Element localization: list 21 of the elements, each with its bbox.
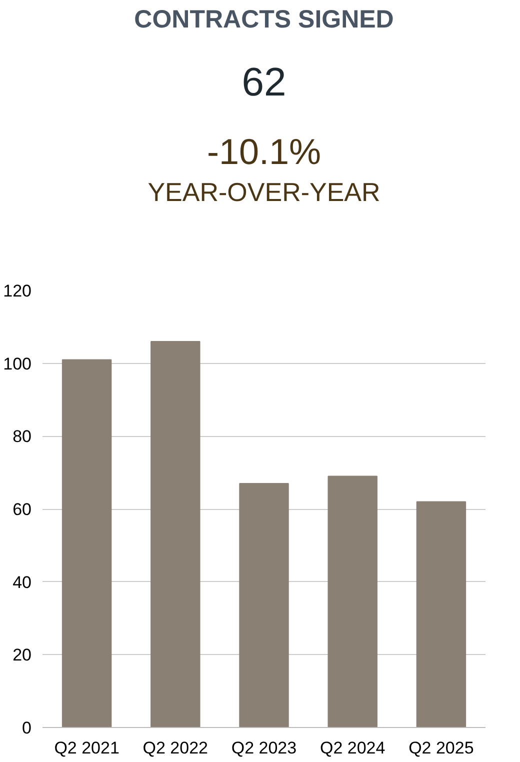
- bar: [328, 476, 378, 728]
- text: -10.1%: [206, 131, 322, 172]
- text: YEAR-OVER-YEAR: [148, 177, 380, 208]
- bar: [239, 483, 289, 728]
- y-tick-label: 40: [12, 572, 32, 592]
- x-tick-label: Q2 2022: [142, 738, 208, 758]
- x-tick-label: Q2 2025: [408, 738, 474, 758]
- bar: [416, 501, 466, 728]
- y-tick-label: 20: [12, 646, 32, 665]
- y-tick-label: 0: [22, 718, 32, 738]
- y-tick-label: 120: [3, 282, 32, 300]
- text: 62: [242, 60, 286, 104]
- bar: [150, 340, 200, 728]
- x-tick-label: Q2 2021: [54, 738, 120, 758]
- y-tick-label: 80: [12, 427, 32, 446]
- y-tick-label: 60: [12, 500, 32, 519]
- chart-title: CONTRACTS SIGNED: [134, 5, 394, 34]
- x-tick-label: Q2 2023: [231, 738, 297, 758]
- x-tick-label: Q2 2024: [320, 738, 386, 758]
- y-tick-label: 100: [3, 354, 32, 374]
- bar: [62, 359, 112, 728]
